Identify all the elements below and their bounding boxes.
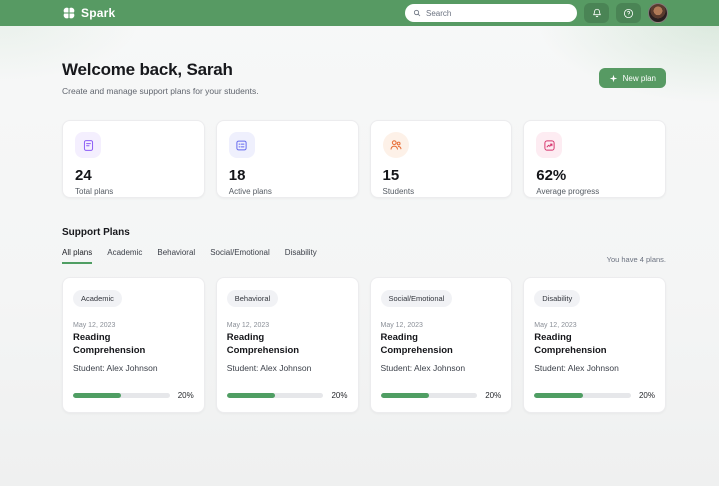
new-plan-label: New plan xyxy=(622,73,656,83)
plan-student: Student: Alex Johnson xyxy=(226,362,312,373)
plans-count-text: You have 4 plans. xyxy=(606,255,666,264)
search-icon xyxy=(413,9,421,17)
tab-behavioral[interactable]: Behavioral xyxy=(157,248,195,264)
plan-student: Student: Alex Johnson xyxy=(73,362,158,373)
sparkle-icon xyxy=(609,74,618,83)
help-button[interactable] xyxy=(616,3,641,23)
page-subtitle: Create and manage support plans for your… xyxy=(62,86,259,96)
main-content: Welcome back, Sarah Create and manage su… xyxy=(62,60,666,413)
users-icon xyxy=(382,132,409,158)
plan-title: Reading Comprehension xyxy=(226,332,300,356)
plan-progress: 20% xyxy=(380,391,502,400)
progress-track xyxy=(226,393,324,398)
progress-fill xyxy=(534,393,583,398)
progress-label: 20% xyxy=(638,391,655,400)
tab-disability[interactable]: Disability xyxy=(285,248,317,264)
search-box[interactable] xyxy=(405,4,577,22)
search-input[interactable] xyxy=(426,8,569,18)
progress-label: 20% xyxy=(485,391,502,400)
avatar[interactable] xyxy=(648,3,668,23)
new-plan-button[interactable]: New plan xyxy=(598,68,666,88)
category-badge: Academic xyxy=(73,290,122,307)
plans-row: Academic May 12, 2023 Reading Comprehens… xyxy=(62,277,666,413)
plan-card-academic[interactable]: Academic May 12, 2023 Reading Comprehens… xyxy=(62,277,205,413)
plan-date: May 12, 2023 xyxy=(380,322,423,329)
plan-date: May 12, 2023 xyxy=(73,322,116,329)
plan-progress: 20% xyxy=(73,391,194,400)
plan-card-disability[interactable]: Disability May 12, 2023 Reading Comprehe… xyxy=(523,277,666,413)
stat-card-total-plans: 24 Total plans xyxy=(62,120,205,198)
bell-icon xyxy=(592,8,602,18)
trending-up-icon xyxy=(536,132,563,158)
stat-value: 24 xyxy=(75,167,92,184)
progress-fill xyxy=(226,393,276,398)
plan-progress: 20% xyxy=(534,391,655,400)
plan-title: Reading Comprehension xyxy=(73,332,146,356)
plan-student: Student: Alex Johnson xyxy=(534,362,619,373)
category-badge: Social/Emotional xyxy=(380,290,453,307)
document-icon xyxy=(75,132,101,158)
tab-all-plans[interactable]: All plans xyxy=(62,248,93,264)
stat-card-average-progress: 62% Average progress xyxy=(523,120,666,198)
progress-fill xyxy=(73,393,122,398)
category-badge: Behavioral xyxy=(226,290,279,307)
brand-name: Spark xyxy=(81,6,116,20)
plan-date: May 12, 2023 xyxy=(226,322,270,329)
brand-logo[interactable]: Spark xyxy=(62,6,115,20)
stat-value: 62% xyxy=(536,167,567,184)
plan-card-behavioral[interactable]: Behavioral May 12, 2023 Reading Comprehe… xyxy=(215,277,359,413)
plans-tabs: All plans Academic Behavioral Social/Emo… xyxy=(62,248,666,264)
plan-title: Reading Comprehension xyxy=(534,332,607,356)
plan-date: May 12, 2023 xyxy=(534,322,577,329)
support-plans-title: Support Plans xyxy=(62,227,130,238)
stat-value: 15 xyxy=(382,167,400,184)
plan-card-social-emotional[interactable]: Social/Emotional May 12, 2023 Reading Co… xyxy=(369,277,513,413)
progress-fill xyxy=(380,393,429,398)
top-bar: Spark xyxy=(0,0,719,26)
welcome-text: Welcome back, Sarah Create and manage su… xyxy=(62,60,259,96)
tab-academic[interactable]: Academic xyxy=(107,248,142,264)
plan-student: Student: Alex Johnson xyxy=(380,362,466,373)
progress-label: 20% xyxy=(177,391,194,400)
stat-card-students: 15 Students xyxy=(369,120,513,198)
progress-track xyxy=(380,393,478,398)
clipboard-list-icon xyxy=(228,132,255,158)
category-badge: Disability xyxy=(534,290,581,307)
help-circle-icon xyxy=(623,8,634,19)
page-title: Welcome back, Sarah xyxy=(62,60,233,79)
tab-social-emotional[interactable]: Social/Emotional xyxy=(210,248,270,264)
stat-label: Total plans xyxy=(75,187,114,196)
progress-label: 20% xyxy=(331,391,348,400)
plan-title: Reading Comprehension xyxy=(380,332,453,356)
plan-progress: 20% xyxy=(226,391,348,400)
stat-label: Students xyxy=(382,187,415,196)
stat-card-active-plans: 18 Active plans xyxy=(215,120,359,198)
notifications-button[interactable] xyxy=(584,3,609,23)
progress-track xyxy=(534,393,631,398)
progress-track xyxy=(73,393,170,398)
stat-label: Active plans xyxy=(228,187,272,196)
clover-icon xyxy=(62,6,76,20)
stats-row: 24 Total plans 18 Active plans xyxy=(62,120,666,198)
stat-label: Average progress xyxy=(536,187,600,196)
welcome-section: Welcome back, Sarah Create and manage su… xyxy=(62,60,666,96)
stat-value: 18 xyxy=(228,167,246,184)
